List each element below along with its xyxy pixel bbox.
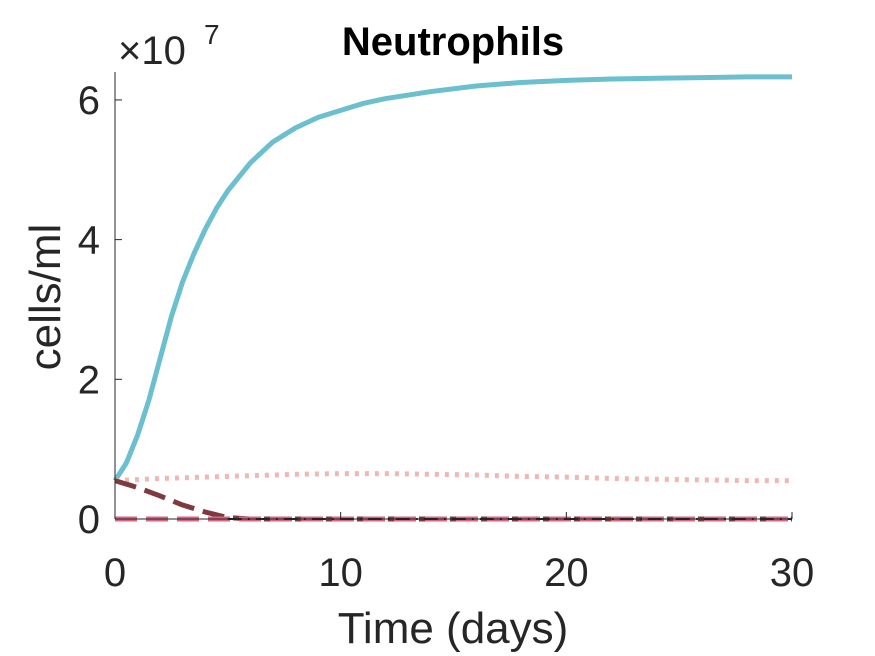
series-line-3 [114, 478, 792, 522]
y-multiplier-base: ×10 [118, 29, 186, 73]
y-tick-label: 4 [78, 219, 100, 263]
y-tick-label: 6 [78, 79, 100, 123]
series-line-1 [112, 74, 792, 482]
x-tick-label: 20 [544, 551, 589, 595]
y-axis-multiplier: ×10 7 [118, 19, 220, 73]
y-ticks: 0 2 4 6 [78, 79, 122, 542]
x-tick-label: 0 [104, 551, 126, 595]
y-multiplier-exponent: 7 [204, 19, 220, 50]
y-tick-label: 2 [78, 358, 100, 402]
x-ticks: 0 10 20 30 [104, 512, 814, 595]
y-axis-label: cells/ml [21, 224, 70, 371]
x-tick-label: 10 [318, 551, 363, 595]
y-tick-label: 0 [78, 498, 100, 542]
series-layer [112, 74, 792, 522]
x-tick-label: 30 [770, 551, 815, 595]
chart-title: Neutrophils [342, 20, 564, 64]
series-line-2 [114, 471, 792, 484]
x-axis-label: Time (days) [338, 604, 569, 653]
